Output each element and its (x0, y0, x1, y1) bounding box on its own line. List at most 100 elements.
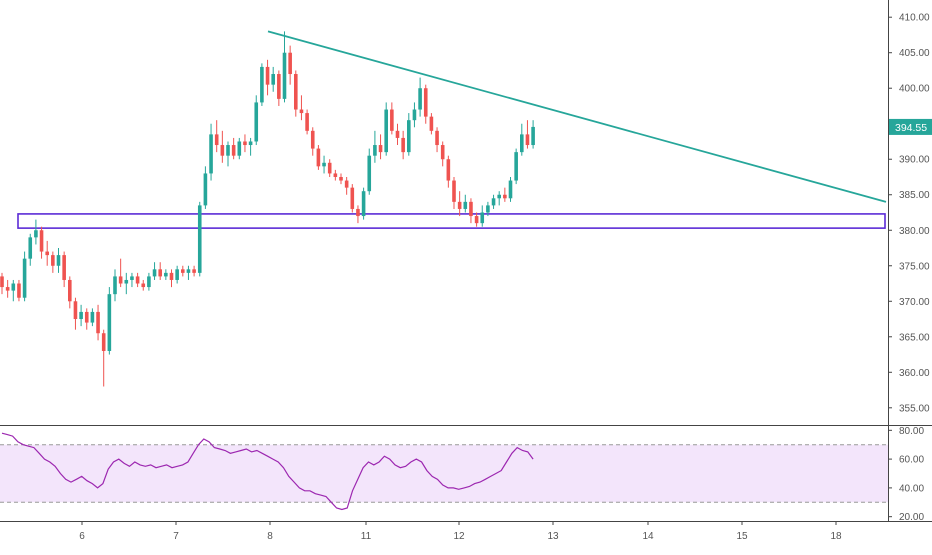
rsi-band-fill (0, 444, 888, 503)
candle-body (209, 134, 213, 174)
price-tick-label: 375.00 (899, 261, 930, 272)
candle-body (361, 191, 366, 217)
rsi-tick-label: 60.00 (899, 455, 924, 466)
candle-body (51, 255, 55, 266)
candle-body (124, 279, 129, 284)
candle-body (373, 145, 377, 156)
candle-body (73, 301, 78, 320)
candle-body (339, 176, 343, 181)
candle-body (356, 208, 360, 217)
candle-body (271, 74, 275, 85)
candle-body (418, 88, 422, 110)
candle-body (248, 141, 253, 146)
candle-body (254, 102, 259, 142)
candle-body (457, 201, 462, 209)
candle-body (429, 116, 434, 131)
candle-body (56, 255, 61, 266)
candle-body (192, 269, 196, 273)
candle-body (175, 269, 179, 280)
candle-body (520, 134, 524, 153)
candle-body (310, 130, 315, 149)
candle-body (474, 216, 479, 224)
candle-body (152, 269, 157, 277)
candle-body (446, 159, 451, 181)
candle-body (322, 162, 326, 167)
time-tick-label: 12 (453, 531, 465, 542)
last-price-label: 394.55 (895, 122, 927, 134)
candle-body (5, 287, 10, 291)
price-tick-label: 400.00 (899, 84, 930, 95)
candle-body (237, 141, 242, 156)
candle-body (169, 272, 174, 280)
candle-body (28, 237, 33, 259)
candle-body (158, 269, 162, 277)
candle-body (260, 66, 264, 103)
candle-body (17, 283, 21, 298)
candle-body (34, 230, 38, 238)
candle-body (491, 198, 496, 206)
candle-body (333, 173, 338, 177)
candle-body (344, 180, 349, 188)
support-zone-layer (17, 213, 886, 229)
rsi-layer (0, 425, 932, 511)
candle-body (197, 205, 202, 273)
candle-body (22, 258, 27, 298)
candle-body (203, 173, 208, 206)
trendline-layer (267, 30, 887, 203)
candle-body (277, 74, 281, 99)
candle-body (508, 180, 513, 199)
candle-body (401, 137, 405, 153)
candle-body (96, 311, 100, 334)
candle-body (378, 145, 383, 153)
candle-body (514, 152, 518, 181)
price-tick-label: 355.00 (899, 403, 930, 414)
candle-body (0, 276, 4, 288)
candle-body (294, 74, 298, 110)
candle-body (141, 283, 146, 288)
candle-body (231, 145, 236, 156)
candle-body (118, 276, 123, 284)
candle-body (62, 255, 66, 280)
candle-body (503, 194, 507, 199)
candle-body (45, 251, 49, 256)
time-tick-label: 11 (361, 531, 372, 542)
candle-body (486, 205, 490, 213)
price-tick-label: 360.00 (899, 368, 930, 379)
candle-body (316, 148, 321, 167)
candle-body (84, 311, 89, 323)
candle-body (480, 212, 485, 224)
candles-layer (0, 31, 535, 387)
candle-body (226, 145, 230, 156)
last-price-box (889, 118, 932, 135)
candle-body (327, 162, 332, 174)
candle-body (90, 311, 95, 323)
candle-body (164, 272, 168, 277)
candle-body (390, 109, 394, 131)
candle-body (367, 155, 372, 192)
candle-body (288, 52, 292, 75)
candle-body (412, 109, 417, 121)
candle-body (265, 66, 270, 85)
rsi-tick-label: 40.00 (899, 483, 924, 494)
candle-body (350, 187, 355, 209)
axes-layer: 410.00405.00400.00395.00390.00385.00380.… (0, 0, 932, 542)
candle-body (452, 180, 456, 202)
candle-body (440, 145, 445, 160)
candle-body (469, 201, 473, 217)
support-zone-rectangle (17, 213, 886, 229)
candle-body (531, 126, 535, 146)
candle-body (305, 113, 309, 131)
candle-body (147, 276, 151, 288)
candle-body (39, 230, 44, 252)
time-tick-label: 18 (830, 531, 842, 542)
candle-body (497, 194, 501, 199)
candle-body (395, 130, 400, 138)
candle-body (214, 134, 219, 146)
candle-body (181, 269, 185, 273)
price-tick-label: 410.00 (899, 13, 930, 24)
candle-body (463, 201, 468, 209)
candle-body (186, 269, 191, 273)
descending-trendline (267, 30, 887, 203)
